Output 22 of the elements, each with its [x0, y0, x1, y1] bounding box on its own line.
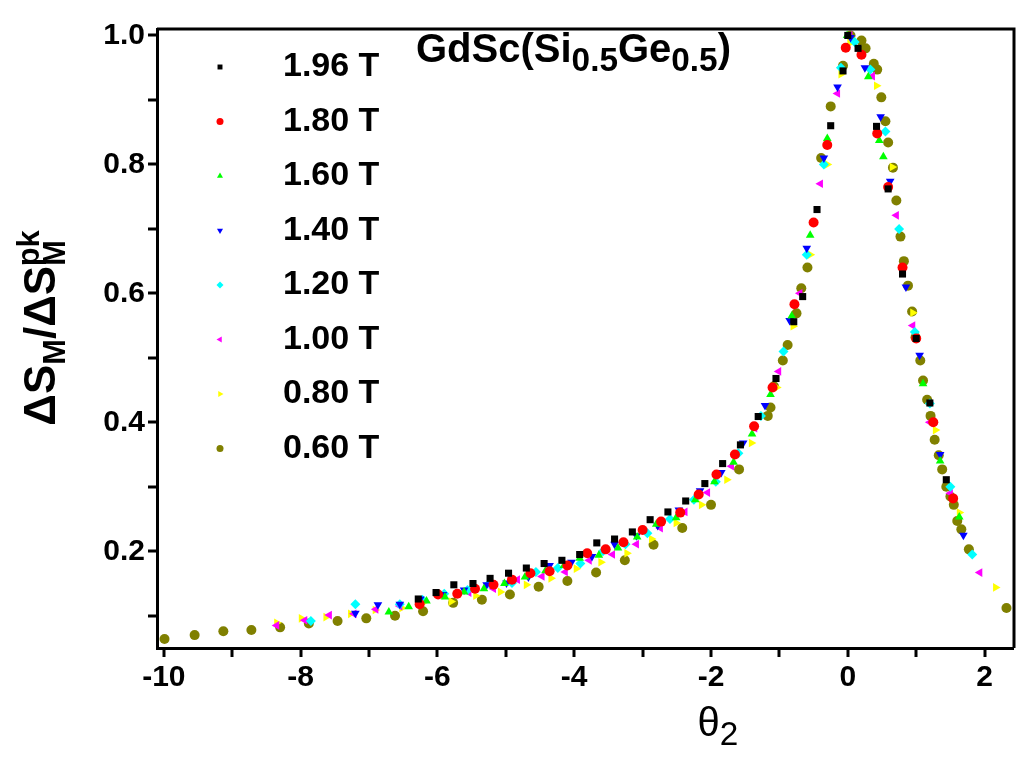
legend-label: 1.80 T	[283, 99, 380, 138]
x-tick-label: -8	[287, 659, 314, 693]
x-tick-label: 2	[976, 659, 993, 693]
legend-label: 1.20 T	[283, 263, 380, 302]
x-tick-label: -4	[560, 659, 588, 693]
x-axis-title: θ$_{2}$	[696, 700, 740, 754]
x-tick-label: 0	[839, 659, 857, 693]
chart-title: GdSc(Si$_{0.5}$Ge$_{0.5}$)	[416, 26, 731, 79]
x-tick-label: -10	[142, 659, 186, 693]
legend-label: 0.80 T	[283, 372, 380, 411]
legend-label: 0.60 T	[283, 426, 380, 465]
legend-label: 1.40 T	[283, 208, 380, 247]
legend-label: 1.96 T	[283, 45, 380, 84]
y-tick-label: 1.0	[103, 16, 145, 50]
y-tick-label: 0.4	[103, 403, 146, 437]
y-tick-label: 0.8	[103, 145, 145, 179]
y-tick-label: 0.6	[103, 274, 145, 308]
legend-label: 1.00 T	[283, 317, 380, 356]
x-tick-label: -6	[424, 659, 451, 693]
x-tick-label: -2	[697, 659, 725, 693]
y-tick-label: 0.2	[103, 532, 145, 566]
legend-label: 1.60 T	[283, 154, 380, 193]
